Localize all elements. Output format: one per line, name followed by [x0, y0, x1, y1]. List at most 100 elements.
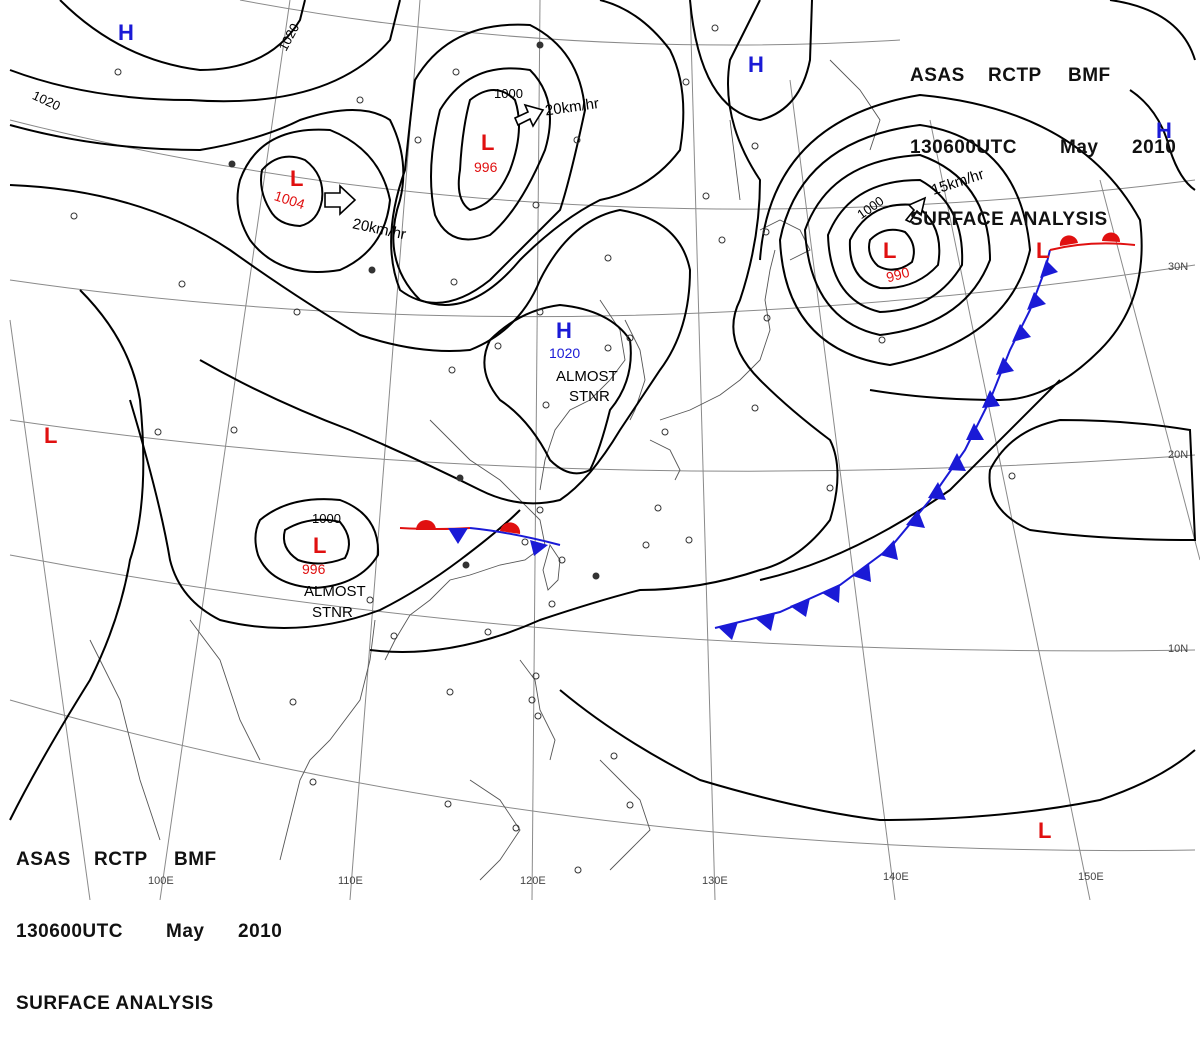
cold-front-barb [1012, 324, 1031, 342]
isobar-pac-998 [826, 178, 964, 314]
hokkaido [759, 219, 811, 261]
stationary-note-china-1: ALMOST [556, 368, 618, 385]
station-plots [70, 24, 1016, 874]
station-circle [293, 308, 301, 316]
station-circle [654, 504, 662, 512]
movement-arrow-mongolia [324, 184, 357, 216]
cold-front-barbs [718, 260, 1058, 640]
luzon [519, 659, 556, 761]
header-product: ASAS [16, 849, 71, 870]
meridian-130e [689, 0, 716, 900]
cold-front-barb [530, 540, 548, 556]
cold-front [714, 249, 1058, 640]
station-circle [751, 142, 759, 150]
isobar-mongolia-1004 [260, 155, 324, 228]
low-center-indochina-value: 996 [302, 561, 326, 577]
header-station: RCTP [988, 65, 1042, 86]
station-circle [448, 366, 456, 374]
parallel-30n [9, 264, 1196, 318]
header-title: SURFACE ANALYSIS [910, 209, 1108, 230]
station-circle [444, 800, 452, 808]
meridian-110e [349, 0, 421, 900]
station-circle [368, 266, 376, 274]
station-circle [626, 334, 634, 342]
meridian-120e [531, 0, 541, 900]
warm-front-line [1049, 242, 1136, 251]
header-time: 130600UTC [910, 137, 1017, 158]
header-line-1: ASAS RCTP BMF [910, 64, 1176, 88]
isobar-nw-1016 [9, 0, 401, 103]
station-circle [114, 68, 122, 76]
low-center-front: L [1036, 238, 1049, 263]
station-circle [309, 778, 317, 786]
burma-coast [189, 619, 261, 761]
header-office: BMF [174, 849, 217, 870]
india-coast [89, 639, 161, 841]
station-circle [462, 561, 470, 569]
high-center-ne2: H [1156, 118, 1172, 143]
station-circle [289, 698, 297, 706]
low-center-mongolia-value: 1004 [272, 187, 307, 212]
korea [624, 319, 646, 421]
station-circle [751, 404, 759, 412]
low-center-pacific: L [883, 238, 896, 263]
header-year: 2010 [238, 921, 283, 942]
isobar-north-ring [9, 0, 685, 306]
parallel-10n [9, 554, 1196, 652]
station-circle [414, 136, 422, 144]
header-title: SURFACE ANALYSIS [16, 993, 214, 1014]
lon-label-100e: 100E [148, 875, 174, 887]
movement-arrows [324, 103, 927, 224]
coordinate-labels: 100E 110E 120E 130E 140E 150E 30N 20N 10… [148, 261, 1188, 887]
movement-speed-mongolia: 20km/hr [351, 215, 408, 243]
isobar-nw-1020 [59, 0, 306, 72]
station-circle [548, 600, 556, 608]
cold-front-barb [718, 622, 738, 640]
isobar-manchuria-1004 [430, 67, 551, 241]
cold-front-barb [790, 598, 810, 617]
indochina-coast [279, 619, 376, 861]
station-circle [762, 228, 770, 236]
lon-label-140e: 140E [883, 871, 909, 883]
isobar-pac-1006 [778, 123, 1032, 367]
station-circle [521, 538, 529, 546]
station-circle [452, 68, 460, 76]
cold-front-barb [982, 390, 1000, 408]
stationary-front [399, 520, 561, 556]
station-circle [604, 344, 612, 352]
stationary-note-china-2: STNR [569, 388, 610, 405]
isobar-1012-long [9, 184, 692, 505]
parallel-20n [9, 419, 1196, 472]
lat-label-10n: 10N [1168, 643, 1188, 655]
header-line-3: SURFACE ANALYSIS [16, 992, 282, 1016]
station-circle [642, 541, 650, 549]
isobar-sw-1000 [282, 518, 350, 565]
pressure-centers: H H H H 1020 L 1004 L 996 L 990 L 996 L … [44, 20, 1172, 843]
movement-speed-manchuria: 20km/hr [544, 95, 600, 119]
station-circle [356, 96, 364, 104]
isobar-label: 1020 [30, 88, 63, 114]
coastlines [89, 59, 881, 881]
station-circle [70, 212, 78, 220]
station-circle [702, 192, 710, 200]
bohai-coast [539, 299, 626, 491]
lon-label-150e: 150E [1078, 871, 1104, 883]
station-circle [446, 688, 454, 696]
stationary-notes: ALMOST STNR ALMOST STNR [304, 368, 618, 621]
lon-label-130e: 130E [702, 875, 728, 887]
meridian-100e [159, 0, 291, 900]
station-circle [536, 506, 544, 514]
station-circle [450, 278, 458, 286]
isobar-south-1008 [559, 689, 1196, 822]
header-line-2: 130600UTC May 2010 [910, 136, 1176, 160]
station-circle [484, 628, 492, 636]
header-top-right: ASAS RCTP BMF 130600UTC May 2010 SURFACE… [910, 16, 1176, 256]
station-circle [532, 201, 540, 209]
low-center-mongolia: L [290, 166, 303, 191]
isobar-label: 1000 [494, 86, 523, 101]
borneo [469, 779, 521, 881]
stationary-note-indochina-1: ALMOST [304, 583, 366, 600]
station-circle [626, 801, 634, 809]
station-circle [366, 596, 374, 604]
parallel-0 [9, 699, 1196, 852]
